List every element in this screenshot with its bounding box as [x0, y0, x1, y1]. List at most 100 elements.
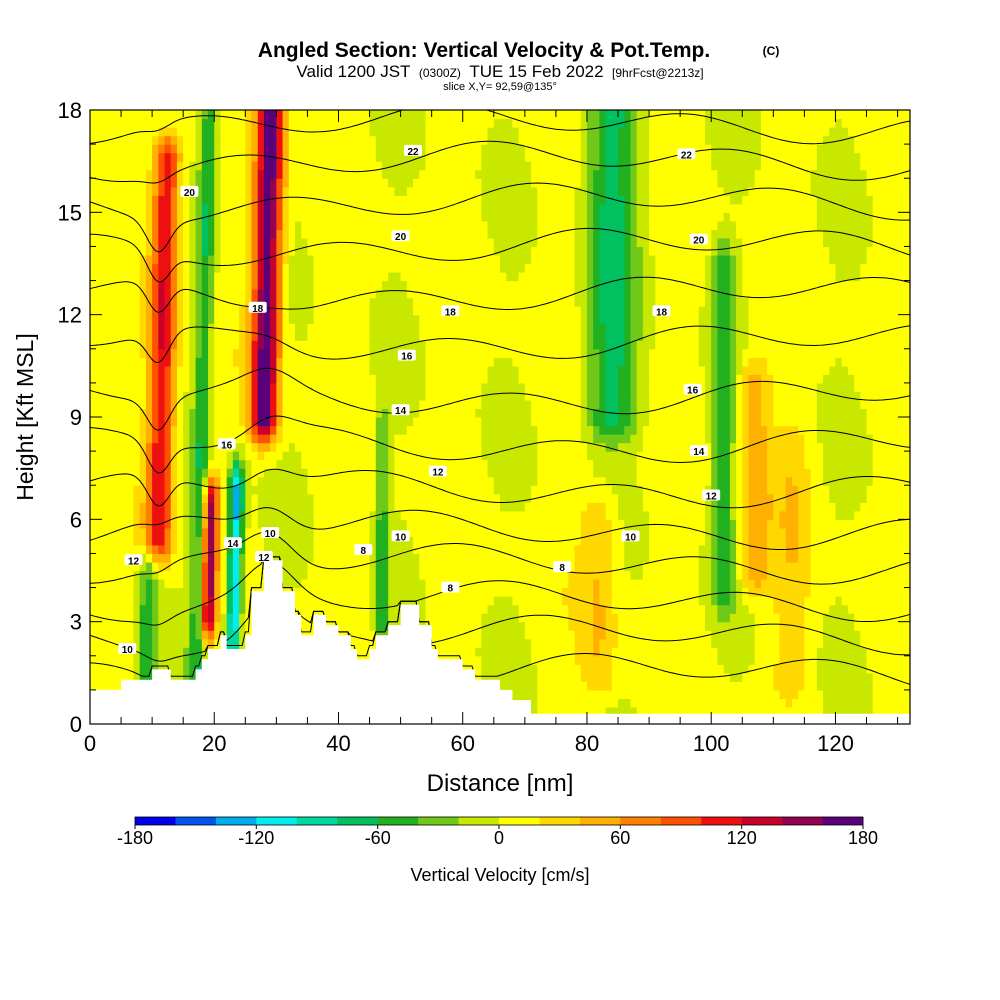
velocity-cell — [214, 152, 222, 162]
velocity-cell — [108, 442, 116, 452]
velocity-cell — [152, 561, 159, 572]
velocity-cell — [468, 263, 476, 273]
velocity-cell — [326, 323, 333, 333]
velocity-cell — [319, 510, 327, 520]
velocity-cell — [183, 220, 190, 230]
velocity-cell — [127, 613, 135, 623]
velocity-cell — [400, 510, 408, 520]
velocity-cell — [90, 203, 97, 213]
velocity-cell — [127, 272, 135, 282]
velocity-cell — [437, 399, 445, 410]
velocity-cell — [425, 561, 433, 572]
velocity-cell — [164, 510, 172, 520]
velocity-cell — [145, 485, 153, 495]
velocity-cell — [251, 110, 259, 120]
velocity-cell — [357, 144, 364, 154]
velocity-cell — [419, 493, 427, 503]
velocity-cell — [208, 527, 215, 537]
velocity-cell — [263, 502, 271, 512]
velocity-cell — [332, 476, 340, 486]
velocity-cell — [276, 468, 284, 478]
velocity-cell — [90, 212, 97, 222]
velocity-cell — [201, 510, 209, 520]
velocity-cell — [437, 417, 445, 427]
velocity-cell — [133, 442, 141, 452]
velocity-cell — [189, 246, 197, 256]
velocity-cell — [338, 161, 346, 171]
velocity-cell — [369, 442, 377, 452]
velocity-cell — [319, 553, 327, 563]
velocity-cell — [276, 195, 284, 205]
velocity-cell — [307, 212, 315, 222]
velocity-cell — [506, 118, 514, 128]
velocity-cell — [102, 178, 110, 188]
velocity-cell — [413, 485, 420, 495]
velocity-cell — [257, 459, 265, 469]
velocity-cell — [431, 502, 439, 512]
velocity-cell — [456, 374, 464, 384]
velocity-cell — [332, 178, 340, 188]
velocity-cell — [96, 527, 104, 537]
velocity-cell — [170, 399, 178, 410]
velocity-cell — [493, 135, 501, 145]
velocity-cell — [282, 544, 290, 555]
velocity-cell — [251, 442, 259, 452]
velocity-cell — [96, 391, 104, 401]
velocity-cell — [487, 314, 495, 324]
velocity-cell — [263, 246, 271, 256]
velocity-cell — [400, 169, 408, 179]
velocity-cell — [170, 442, 178, 452]
velocity-cell — [226, 399, 234, 410]
velocity-cell — [127, 357, 135, 367]
velocity-cell — [295, 527, 302, 537]
velocity-cell — [170, 314, 178, 324]
velocity-cell — [357, 135, 364, 145]
velocity-cell — [369, 297, 377, 307]
velocity-cell — [108, 220, 116, 230]
velocity-cell — [319, 237, 327, 248]
velocity-cell — [487, 331, 495, 341]
velocity-cell — [375, 459, 383, 469]
velocity-cell — [176, 408, 184, 418]
velocity-cell — [276, 493, 284, 503]
velocity-cell — [139, 135, 147, 145]
velocity-cell — [512, 664, 520, 674]
velocity-cell — [468, 144, 476, 154]
velocity-cell — [313, 254, 321, 265]
velocity-cell — [357, 391, 364, 401]
velocity-cell — [481, 408, 489, 418]
velocity-cell — [450, 314, 458, 324]
velocity-cell — [369, 246, 377, 256]
velocity-cell — [481, 237, 489, 248]
velocity-cell — [170, 408, 178, 418]
velocity-cell — [208, 417, 215, 427]
velocity-cell — [114, 553, 122, 563]
velocity-cell — [468, 587, 476, 597]
velocity-cell — [375, 613, 383, 623]
velocity-cell — [121, 289, 128, 299]
velocity-cell — [319, 425, 327, 435]
velocity-cell — [413, 289, 420, 299]
velocity-cell — [220, 280, 228, 290]
velocity-cell — [127, 519, 135, 529]
velocity-cell — [195, 510, 203, 520]
velocity-cell — [189, 647, 197, 657]
velocity-cell — [251, 152, 259, 162]
velocity-cell — [307, 306, 315, 316]
velocity-cell — [313, 587, 321, 597]
velocity-cell — [158, 655, 166, 665]
velocity-cell — [375, 272, 383, 282]
velocity-cell — [363, 613, 371, 623]
velocity-cell — [270, 127, 277, 137]
velocity-cell — [431, 246, 439, 256]
velocity-cell — [158, 544, 166, 555]
velocity-cell — [96, 579, 104, 589]
velocity-cell — [481, 425, 489, 435]
velocity-cell — [431, 178, 439, 188]
velocity-cell — [475, 127, 482, 137]
velocity-cell — [388, 135, 395, 145]
velocity-cell — [400, 561, 408, 572]
velocity-cell — [245, 544, 253, 555]
velocity-cell — [257, 476, 265, 486]
velocity-cell — [475, 630, 482, 640]
